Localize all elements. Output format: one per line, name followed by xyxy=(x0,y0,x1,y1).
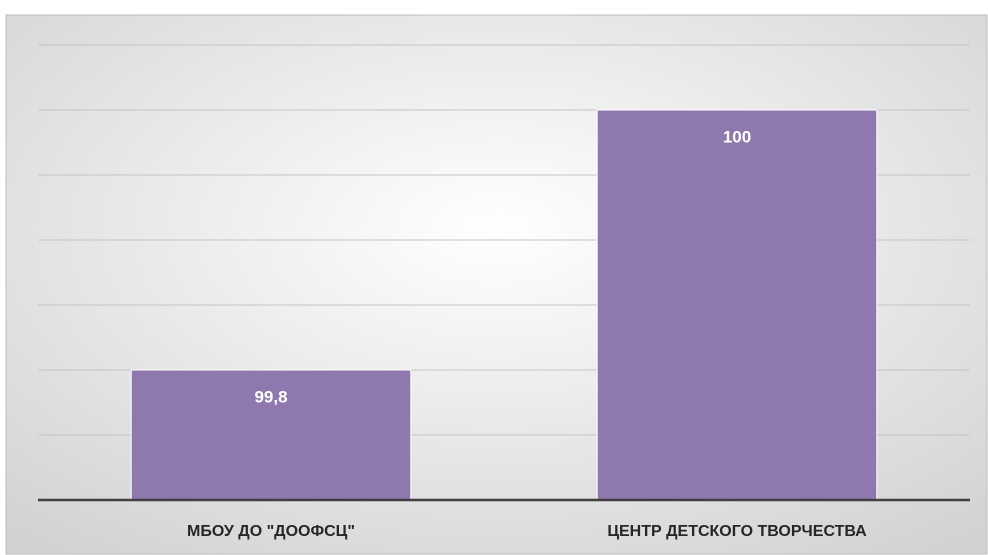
bar xyxy=(596,109,878,501)
x-tick-label: МБОУ ДО "ДООФСЦ" xyxy=(187,523,355,540)
data-label: 99,8 xyxy=(254,387,287,406)
data-label: 100 xyxy=(723,127,751,146)
x-tick-label: ЦЕНТР ДЕТСКОГО ТВОРЧЕСТВА xyxy=(607,523,867,540)
bar xyxy=(130,369,412,501)
